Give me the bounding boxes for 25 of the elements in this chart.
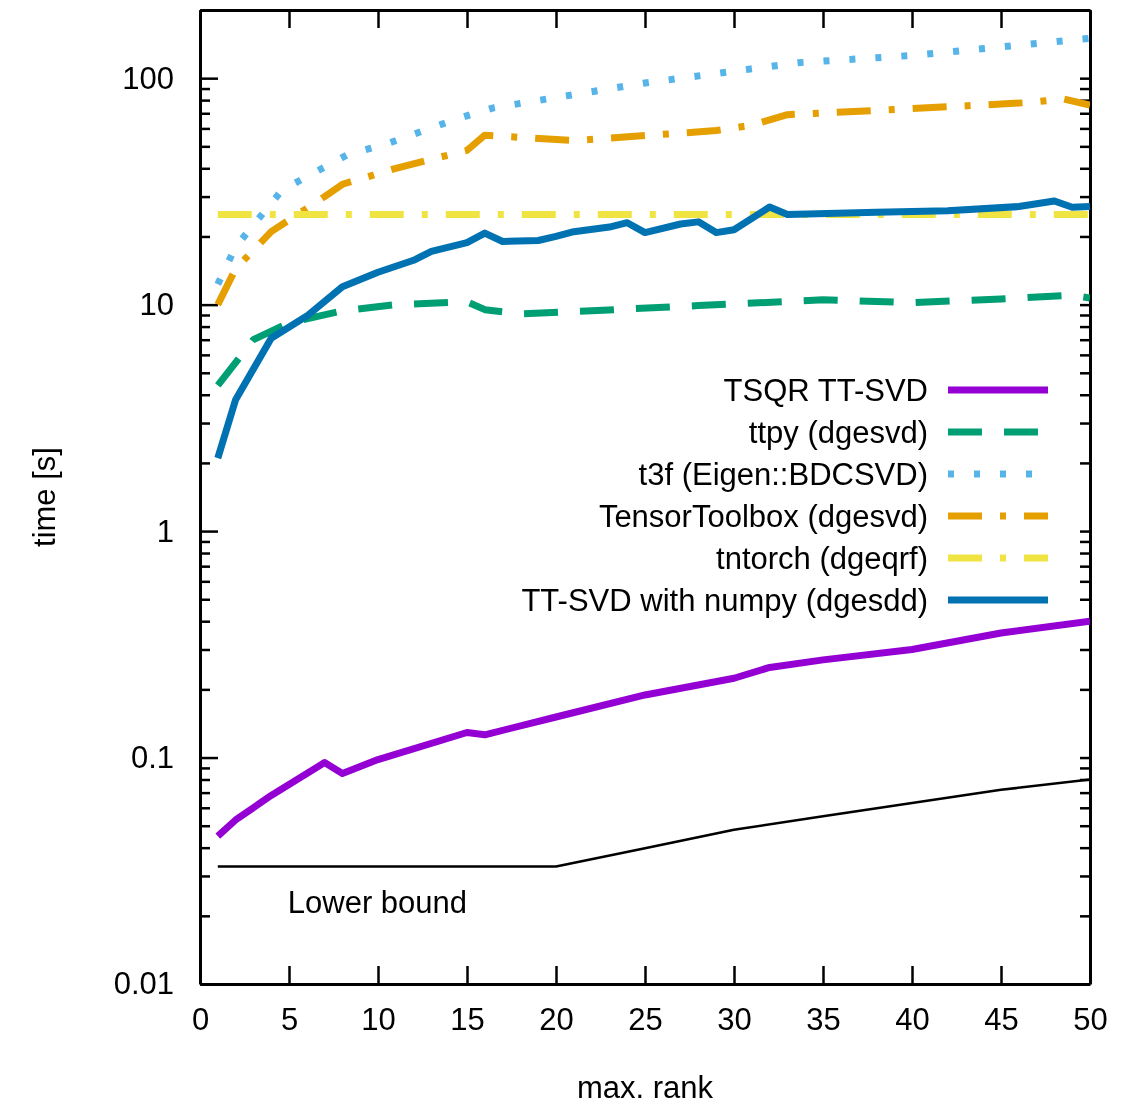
- legend-label: t3f (Eigen::BDCSVD): [638, 457, 928, 492]
- legend-label: TensorToolbox (dgesvd): [598, 499, 928, 534]
- y-tick-label: 0.1: [130, 739, 174, 775]
- x-tick-label: 50: [1073, 1002, 1108, 1038]
- x-tick-label: 15: [450, 1002, 485, 1038]
- legend-label: TSQR TT-SVD: [723, 373, 928, 408]
- x-tick-label: 30: [717, 1002, 752, 1038]
- y-tick-label: 10: [139, 287, 174, 323]
- y-tick-label: 0.01: [113, 966, 174, 1002]
- legend-label: ttpy (dgesvd): [748, 415, 928, 450]
- x-tick-label: 35: [806, 1002, 841, 1038]
- x-tick-label: 40: [895, 1002, 930, 1038]
- y-tick-label: 100: [122, 60, 174, 96]
- annotation: Lower bound: [287, 884, 468, 920]
- x-tick-label: 45: [984, 1002, 1019, 1038]
- x-tick-label: 10: [361, 1002, 396, 1038]
- y-tick-label: 1: [156, 513, 174, 549]
- x-tick-label: 20: [539, 1002, 574, 1038]
- x-tick-label: 25: [628, 1002, 663, 1038]
- legend-label: tntorch (dgeqrf): [716, 541, 928, 576]
- x-tick-label: 0: [191, 1002, 210, 1038]
- x-tick-label: 5: [280, 1002, 299, 1038]
- x-axis-title: max. rank: [576, 1070, 714, 1105]
- y-axis-title: time [s]: [27, 447, 62, 547]
- legend-label: TT-SVD with numpy (dgesdd): [521, 583, 928, 618]
